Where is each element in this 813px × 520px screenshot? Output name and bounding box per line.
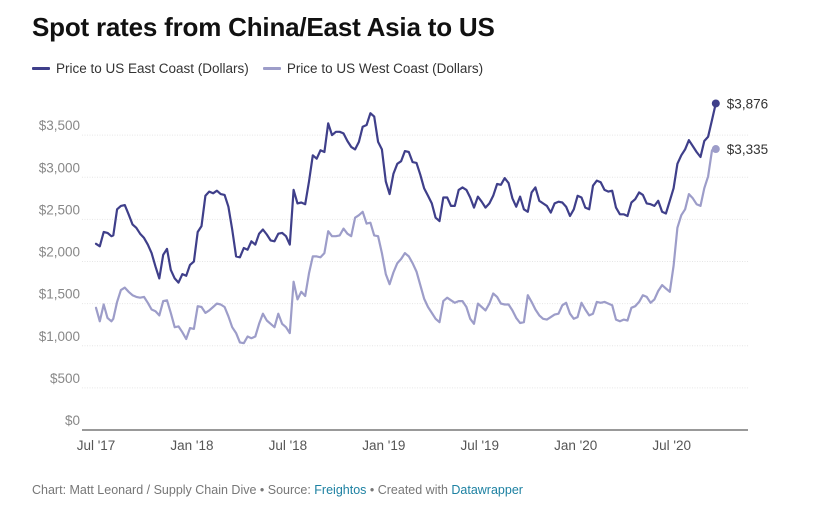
y-tick-label: $0 <box>65 413 80 428</box>
x-tick-label: Jul '20 <box>652 438 691 453</box>
legend-swatch-west <box>262 67 281 70</box>
legend: Price to US East Coast (Dollars) Price t… <box>32 61 483 76</box>
footer-created: • Created with <box>366 483 452 497</box>
legend-item-west: Price to US West Coast (Dollars) <box>262 61 484 76</box>
y-tick-label: $1,500 <box>39 287 80 302</box>
chart-footer: Chart: Matt Leonard / Supply Chain Dive … <box>32 483 523 497</box>
source-link[interactable]: Freightos <box>314 483 367 497</box>
x-tick-label: Jan '18 <box>170 438 213 453</box>
line-chart: $0 $500 $1,000 $1,500 $2,000 $2,500 $3,000 $3,5… <box>39 96 768 453</box>
y-tick-label: $1,000 <box>39 329 80 344</box>
y-tick-label: $3,000 <box>39 160 80 175</box>
series-line-east-coast <box>94 102 717 284</box>
y-tick-label: $3,500 <box>39 118 80 133</box>
legend-label-west: Price to US West Coast (Dollars) <box>286 61 484 76</box>
x-tick-label: Jul '17 <box>77 438 116 453</box>
y-tick-label: $2,000 <box>39 245 80 260</box>
y-tick-label: $500 <box>50 371 80 386</box>
y-tick-label: $2,500 <box>39 202 80 217</box>
legend-swatch-east <box>32 67 50 70</box>
x-tick-label: Jan '20 <box>554 438 597 453</box>
datawrapper-link[interactable]: Datawrapper <box>451 483 523 497</box>
x-tick-label: Jul '19 <box>460 438 499 453</box>
x-tick-label: Jul '18 <box>269 438 308 453</box>
series-line-west-coast <box>94 147 717 345</box>
end-label-west: $3,335 <box>727 142 768 157</box>
end-point-west <box>711 145 720 154</box>
footer-credit: Chart: Matt Leonard / Supply Chain Dive … <box>32 483 315 497</box>
end-point-east <box>711 99 720 108</box>
chart-title: Spot rates from China/East Asia to US <box>32 12 495 42</box>
legend-label-east: Price to US East Coast (Dollars) <box>56 61 249 76</box>
x-tick-label: Jan '19 <box>362 438 405 453</box>
end-label-east: $3,876 <box>727 96 768 111</box>
legend-item-east: Price to US East Coast (Dollars) <box>32 61 249 76</box>
